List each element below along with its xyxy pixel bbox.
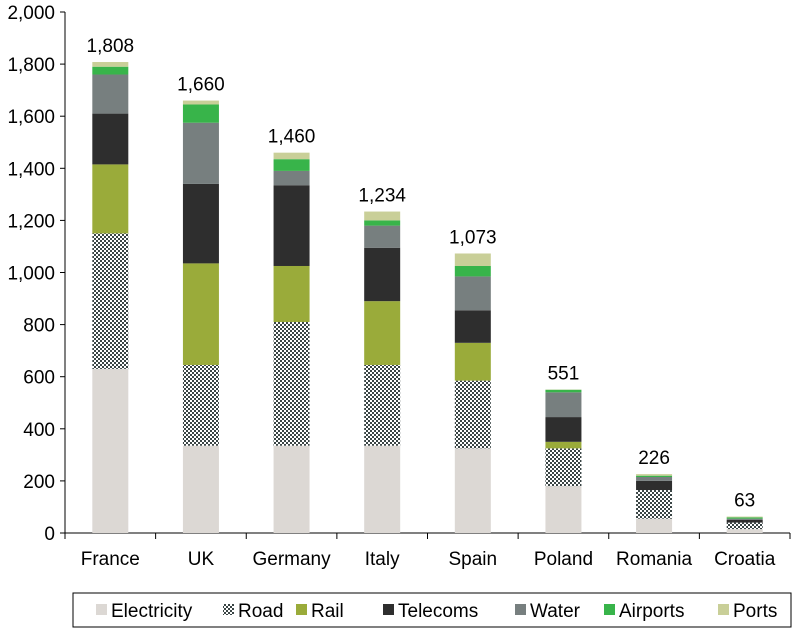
- bar-segment-airports: [364, 220, 401, 226]
- bar-segment-rail: [454, 342, 491, 381]
- bar-segment-rail: [545, 441, 582, 449]
- bar-segment-water: [636, 476, 673, 481]
- bar-segment-electricity: [182, 445, 219, 533]
- bar-segment-airports: [182, 104, 219, 123]
- legend: Electricity Road Rail Telecoms Water Airports…: [72, 592, 792, 628]
- legend-label-airports: Airports: [619, 601, 684, 622]
- bar-segment-airports: [726, 517, 763, 519]
- bar-segment-road: [182, 364, 219, 446]
- total-data-label: 1,460: [268, 127, 316, 148]
- bar-segment-airports: [545, 389, 582, 393]
- legend-label-road: Road: [238, 601, 283, 622]
- legend-swatch-water: [515, 604, 526, 615]
- total-data-label: 1,073: [449, 227, 497, 248]
- bar-segment-road: [273, 321, 310, 446]
- bar-segment-ports: [273, 152, 310, 160]
- bar-segment-telecoms: [545, 417, 582, 442]
- bar-segment-ports: [364, 211, 401, 221]
- x-category-label: Italy: [365, 549, 400, 570]
- y-tick-label: 2,000: [7, 3, 55, 24]
- bar-segment-telecoms: [364, 247, 401, 302]
- bar-segment-airports: [636, 475, 673, 477]
- bar-segment-ports: [92, 62, 129, 67]
- bar-segment-water: [182, 122, 219, 184]
- y-tick-label: 0: [44, 524, 55, 545]
- y-tick-label: 400: [23, 420, 55, 441]
- x-category-label: Germany: [252, 549, 331, 570]
- bar-segment-road: [726, 522, 763, 530]
- bar-segment-electricity: [364, 445, 401, 533]
- bar-segment-rail: [364, 301, 401, 365]
- bar-segment-airports: [454, 265, 491, 277]
- bar-segment-telecoms: [182, 183, 219, 264]
- bar-segment-airports: [273, 159, 310, 171]
- legend-swatch-road: [223, 604, 234, 615]
- bar-segment-road: [364, 364, 401, 446]
- legend-swatch-electricity: [96, 604, 107, 615]
- y-tick-label: 1,400: [7, 159, 55, 180]
- legend-swatch-airports: [604, 604, 615, 615]
- total-data-label: 226: [638, 448, 670, 469]
- bar-segment-water: [364, 225, 401, 248]
- legend-swatch-ports: [718, 604, 729, 615]
- bar-segment-telecoms: [726, 519, 763, 523]
- legend-swatch-rail: [296, 604, 307, 615]
- y-tick-label: 1,600: [7, 107, 55, 128]
- legend-swatch-telecoms: [383, 604, 394, 615]
- bar-segment-water: [545, 392, 582, 418]
- bar-segment-water: [273, 170, 310, 186]
- bar-segment-electricity: [636, 518, 673, 533]
- x-category-label: Romania: [616, 549, 692, 570]
- bar-segment-telecoms: [454, 310, 491, 343]
- bar-segment-telecoms: [273, 185, 310, 266]
- legend-label-rail: Rail: [311, 601, 344, 622]
- legend-label-water: Water: [530, 601, 581, 622]
- y-tick-label: 1,000: [7, 264, 55, 285]
- bar-segment-road: [636, 490, 673, 519]
- bar-segment-telecoms: [636, 480, 673, 491]
- bar-segment-ports: [454, 253, 491, 266]
- bar-segment-ports: [726, 516, 763, 518]
- plot-area: 0 200 400 600 800 1,000 1,200 1,400 1,600 1,800 2,…: [7, 3, 791, 570]
- legend-label-electricity: Electricity: [111, 601, 193, 622]
- bar-segment-rail: [273, 265, 310, 322]
- total-data-label: 1,234: [358, 186, 406, 207]
- legend-label-ports: Ports: [733, 601, 777, 622]
- bar-segment-electricity: [545, 486, 582, 533]
- bar-segment-water: [454, 276, 491, 311]
- legend-box: [72, 592, 792, 628]
- bar-segment-telecoms: [92, 113, 129, 165]
- legend-label-telecoms: Telecoms: [398, 601, 478, 622]
- bar-segment-ports: [182, 100, 219, 105]
- y-tick-label: 1,800: [7, 55, 55, 76]
- x-category-label: France: [81, 549, 140, 570]
- total-data-label: 1,660: [177, 75, 225, 96]
- bar-segment-rail: [182, 263, 219, 365]
- bar-segment-road: [454, 380, 491, 449]
- bar-segment-airports: [92, 66, 129, 75]
- y-tick-label: 200: [23, 472, 55, 493]
- bar-segment-electricity: [273, 445, 310, 533]
- bar-segment-road: [92, 233, 129, 369]
- y-tick-label: 600: [23, 368, 55, 389]
- bar-segment-electricity: [454, 448, 491, 533]
- x-category-label: Poland: [534, 549, 593, 570]
- bar-segment-water: [726, 518, 763, 520]
- total-data-label: 551: [548, 363, 580, 384]
- y-tick-label: 1,200: [7, 211, 55, 232]
- bar-segment-ports: [636, 474, 673, 476]
- bar-segment-electricity: [726, 529, 763, 533]
- x-category-label: Spain: [449, 549, 498, 570]
- bar-segment-electricity: [92, 368, 129, 533]
- x-category-label: Croatia: [714, 549, 776, 570]
- total-data-label: 63: [734, 491, 755, 512]
- y-tick-label: 800: [23, 316, 55, 337]
- total-data-label: 1,808: [87, 36, 135, 57]
- x-category-label: UK: [188, 549, 215, 570]
- bar-segment-water: [92, 74, 129, 114]
- bar-segment-road: [545, 448, 582, 487]
- bar-segment-rail: [92, 164, 129, 234]
